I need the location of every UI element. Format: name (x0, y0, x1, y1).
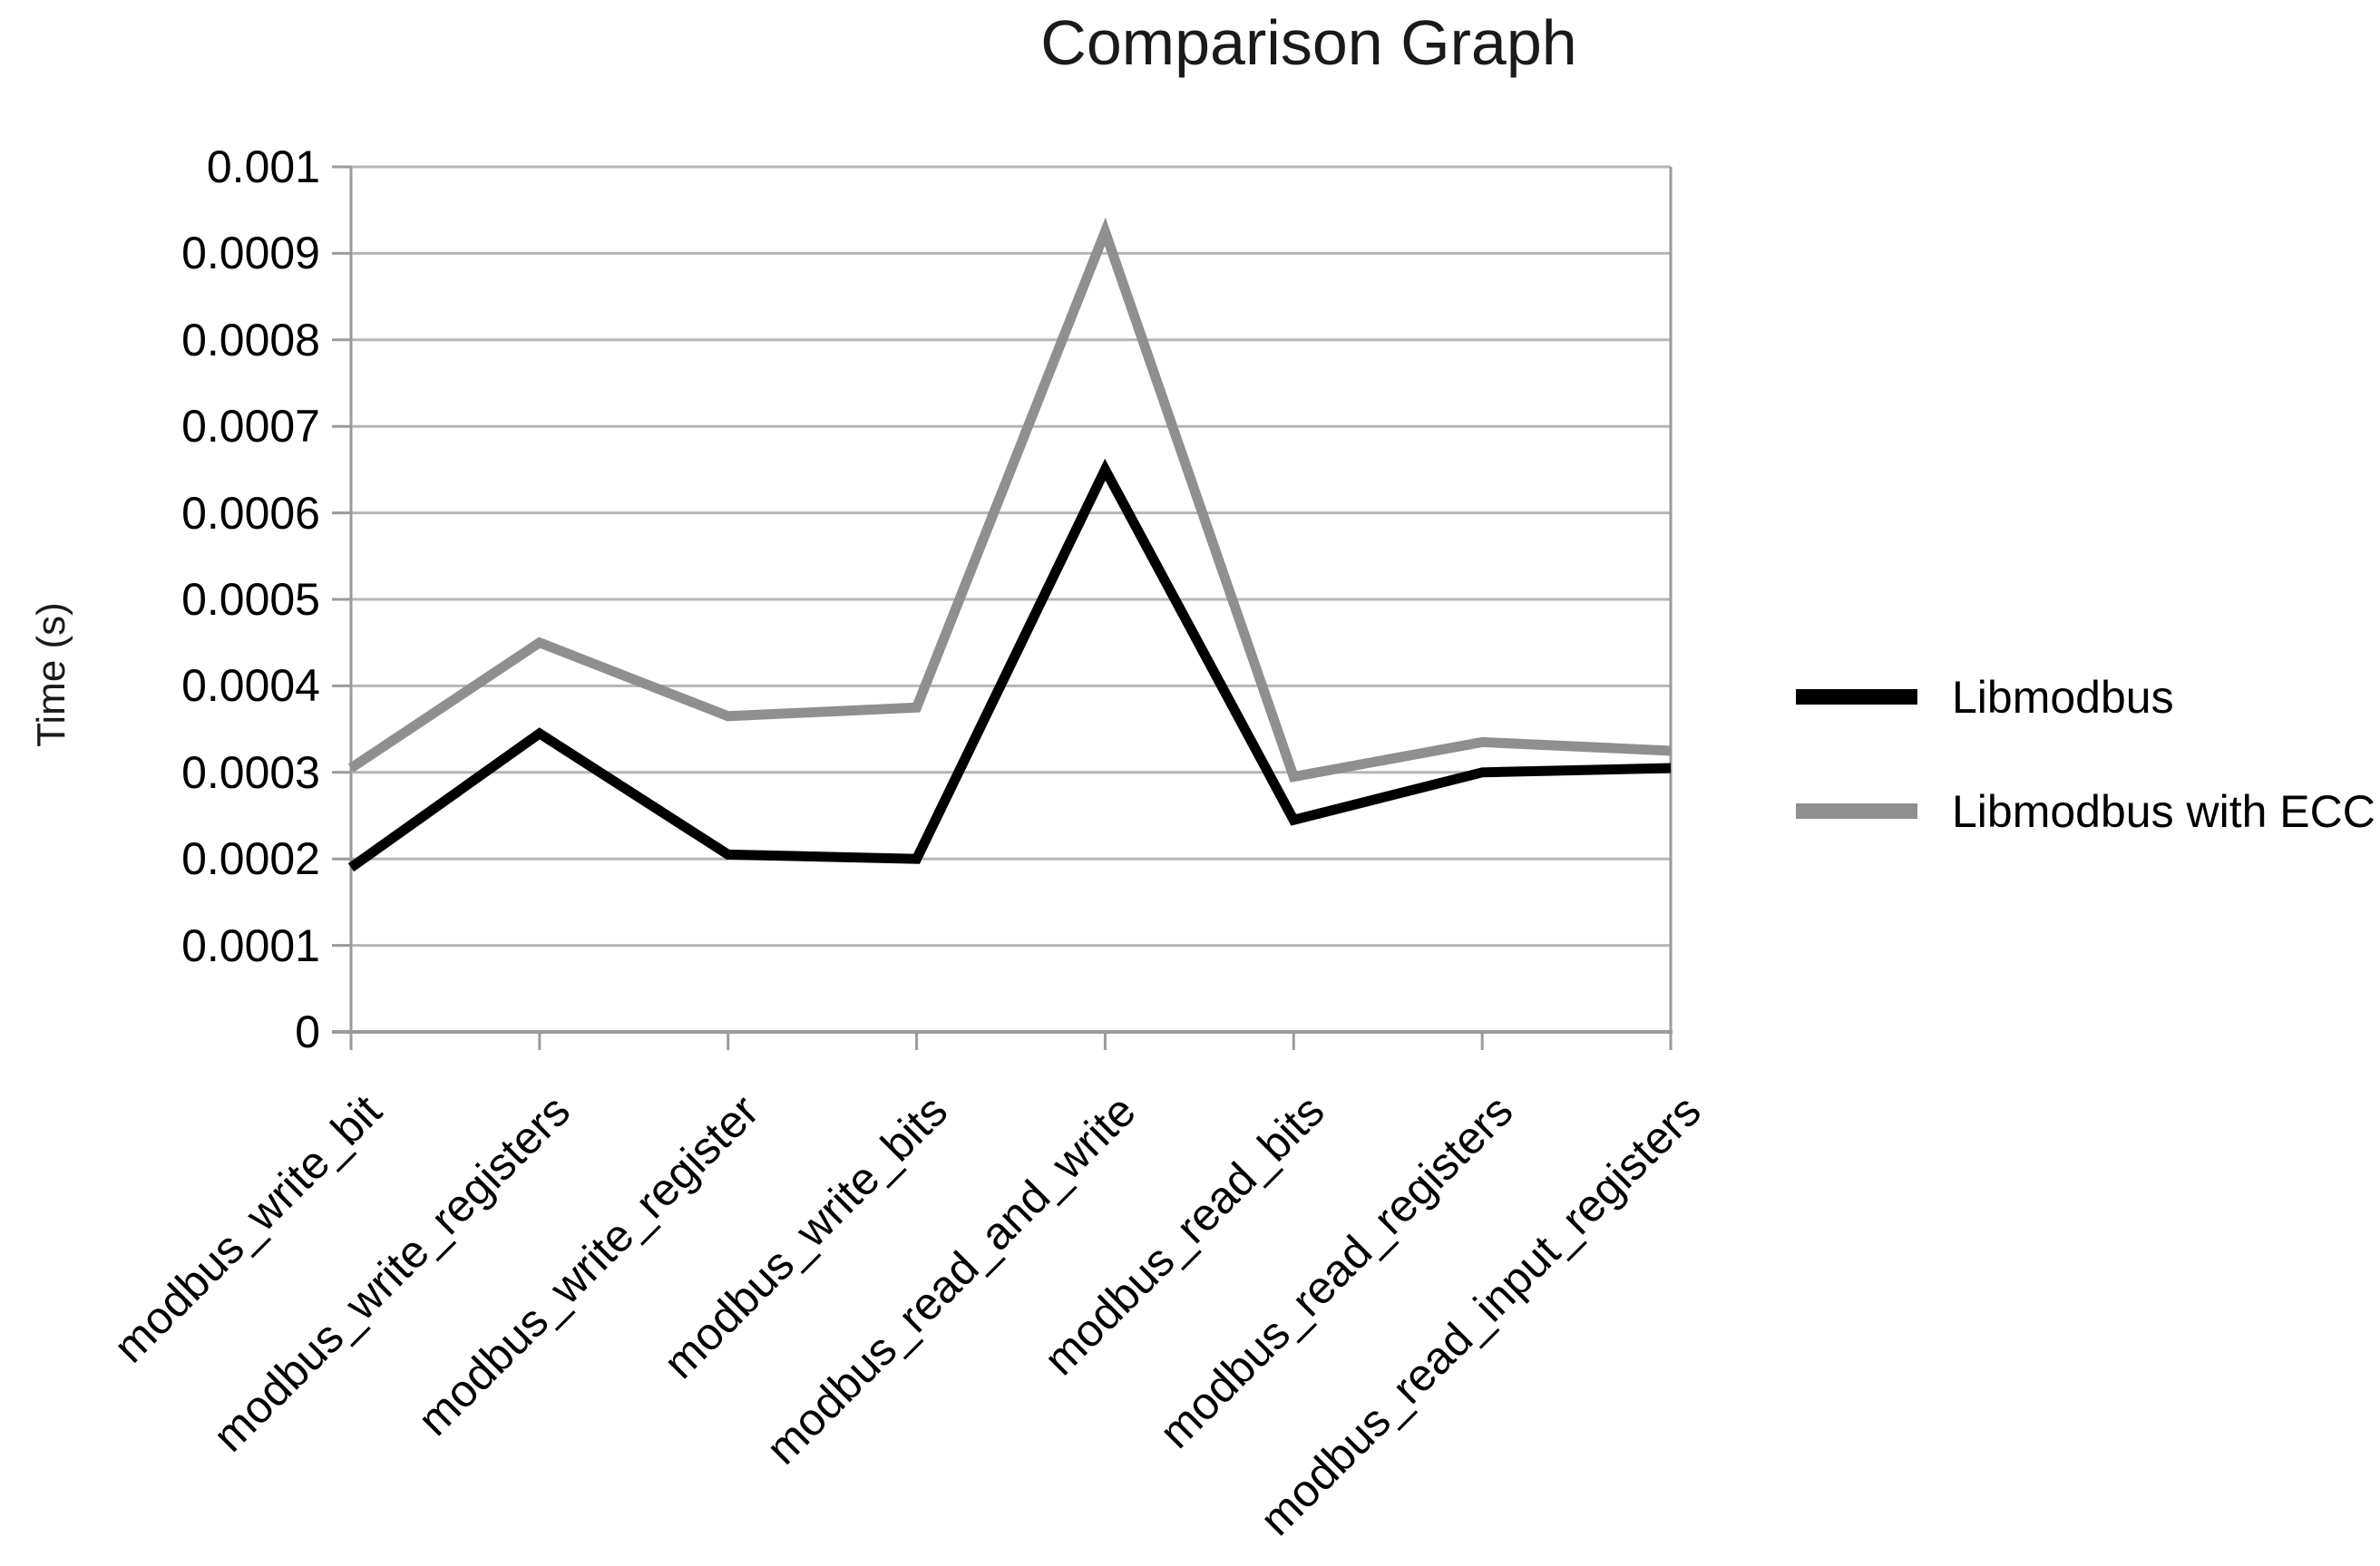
y-tick-label: 0.0006 (181, 487, 320, 539)
y-tick-label: 0.0007 (181, 401, 320, 452)
chart-title: Comparison Graph (1040, 7, 1577, 78)
y-tick-label: 0.0002 (181, 833, 320, 885)
y-tick-label: 0.0004 (181, 660, 320, 712)
series-line-libmodbus (347, 458, 1672, 872)
legend-swatch-libmodbus (1796, 689, 1917, 705)
y-tick-label: 0.0003 (181, 746, 320, 798)
series-line-libmodbus-with-ecc (347, 217, 1672, 783)
y-tick-label: 0.0009 (181, 228, 320, 279)
legend-swatch-libmodbus-with-ecc (1796, 803, 1917, 819)
y-tick-label: 0.0008 (181, 314, 320, 365)
y-tick-label: 0.0001 (181, 919, 320, 971)
y-tick-label: 0.001 (206, 141, 320, 192)
y-tick-label: 0 (295, 1007, 320, 1057)
y-tick-label: 0.0005 (181, 574, 320, 625)
legend-label-libmodbus-with-ecc: Libmodbus with ECC (1952, 786, 2375, 837)
legend-label-libmodbus: Libmodbus (1952, 672, 2174, 723)
